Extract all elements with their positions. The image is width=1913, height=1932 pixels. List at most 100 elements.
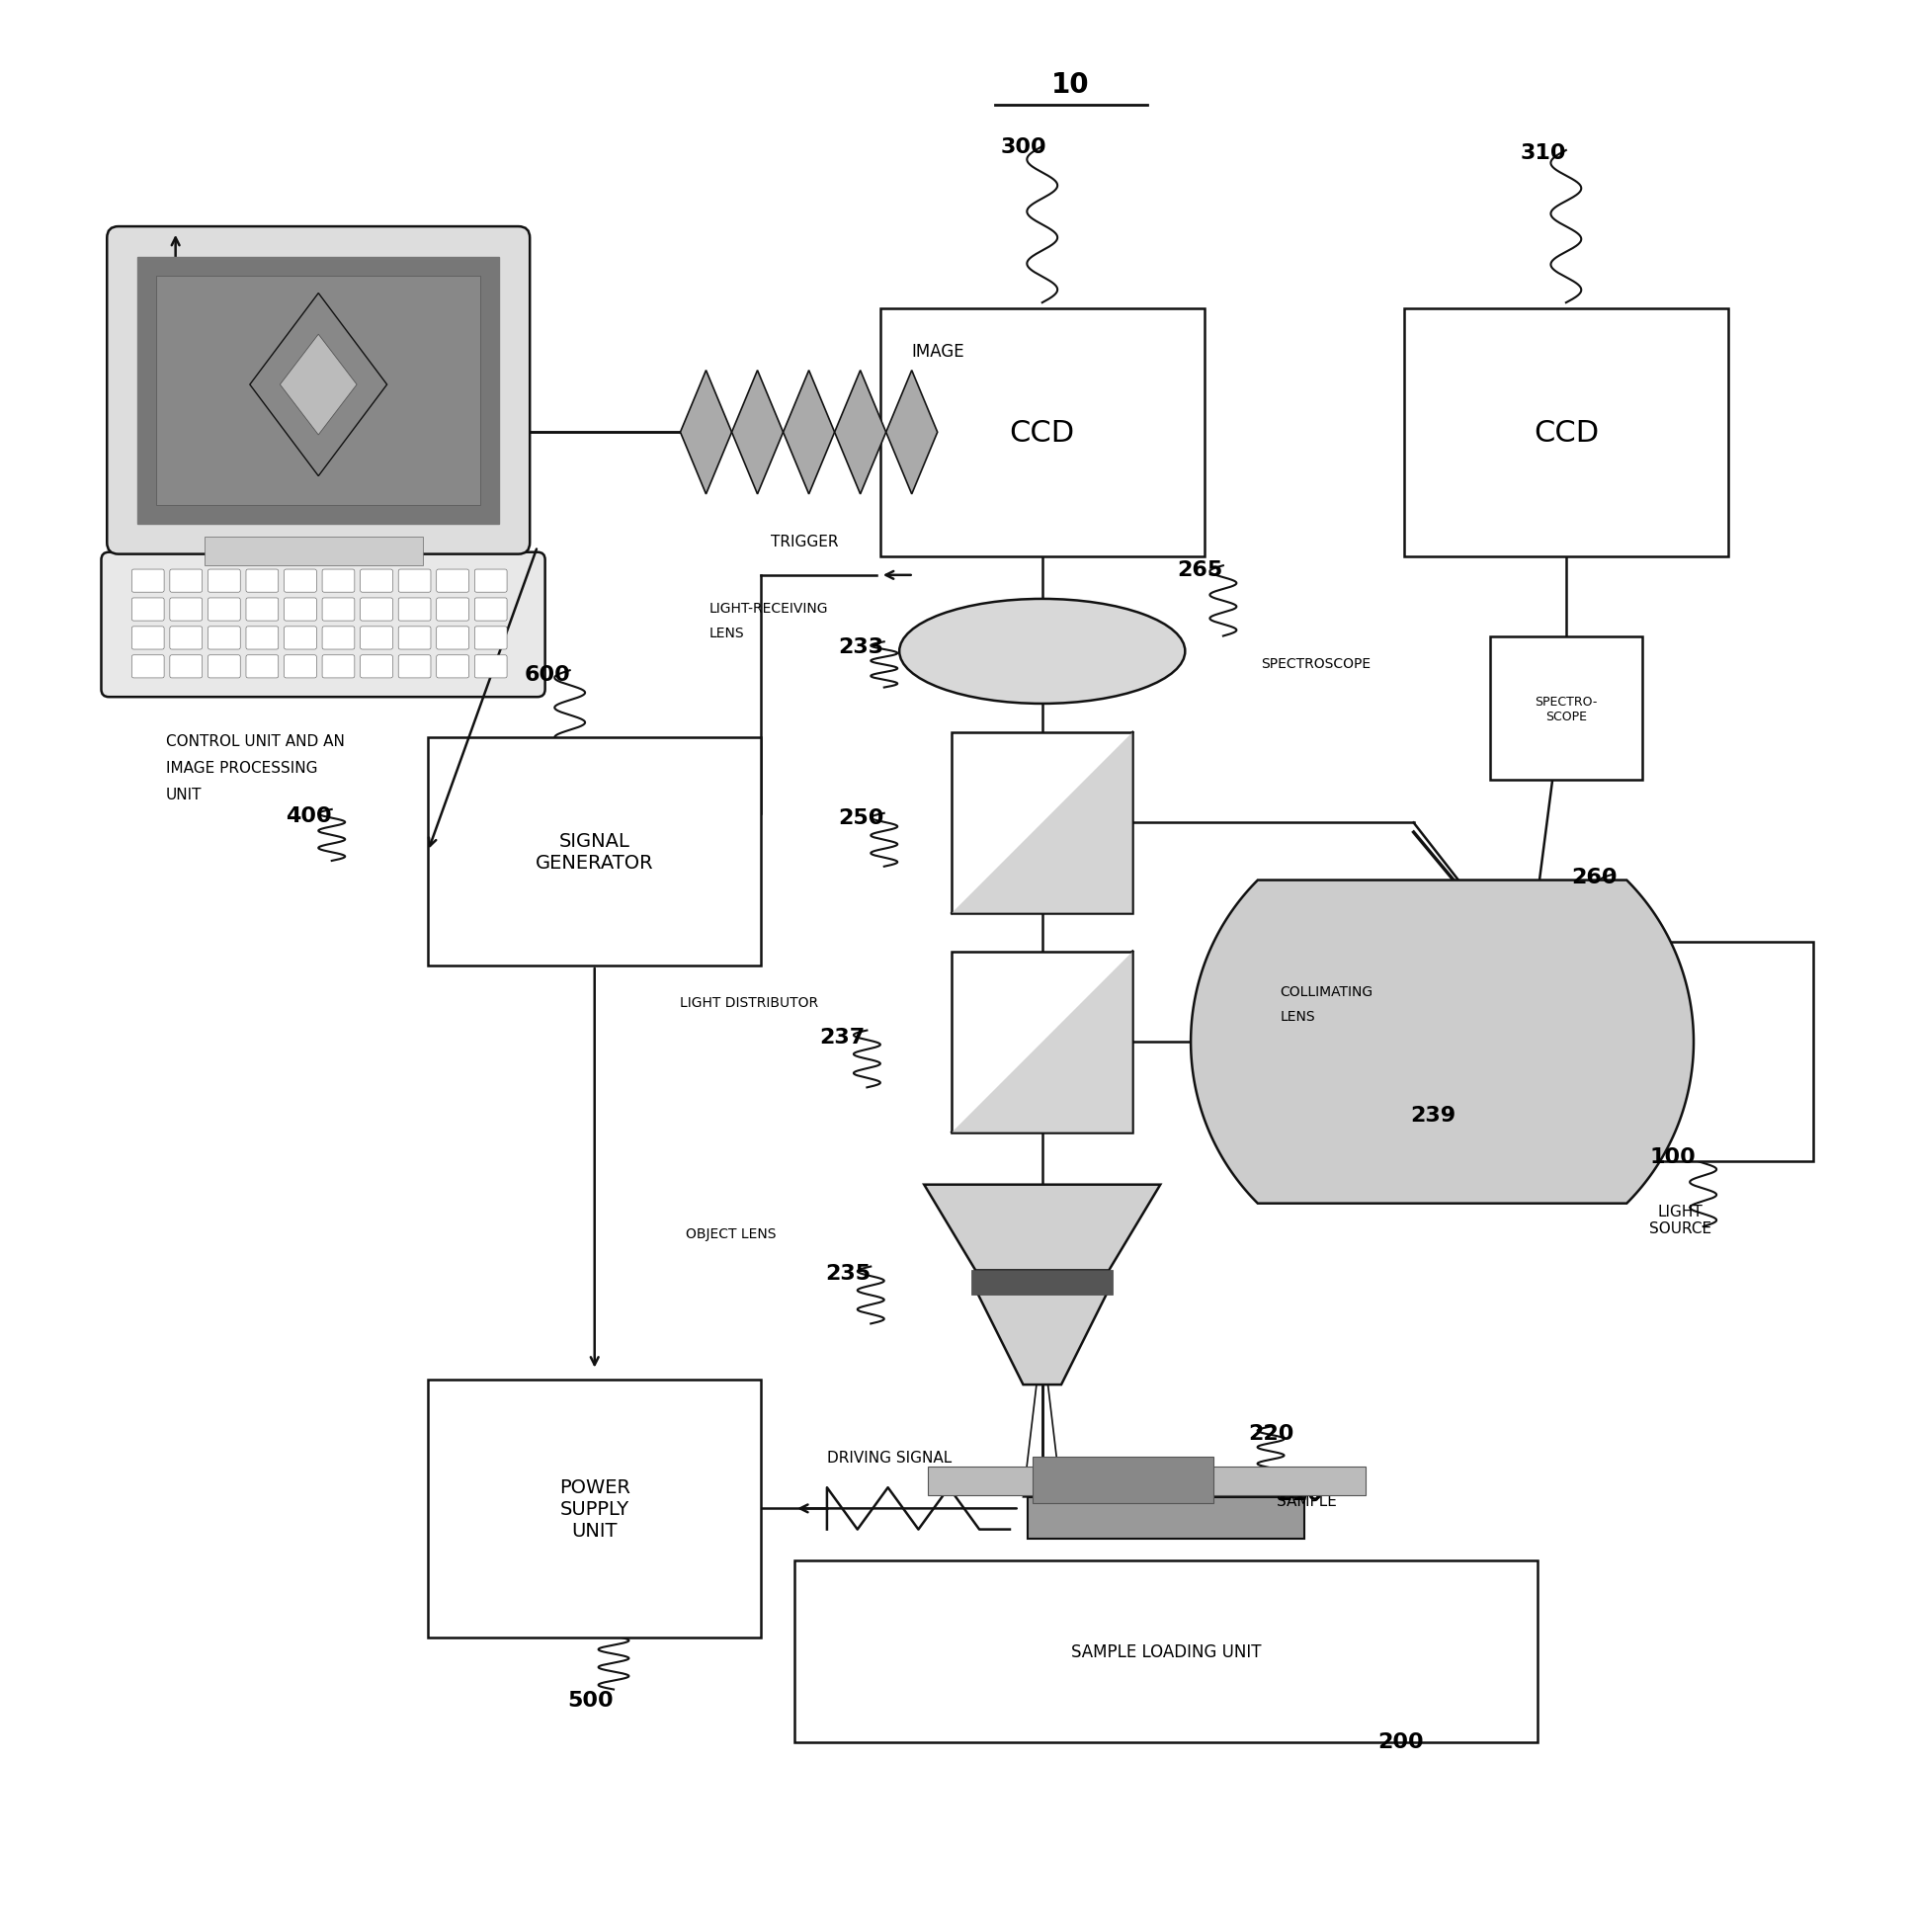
FancyBboxPatch shape [132,628,165,649]
Text: 233: 233 [838,638,884,657]
FancyBboxPatch shape [928,1466,1366,1495]
Text: LENS: LENS [1280,1009,1316,1024]
Polygon shape [733,371,782,495]
Polygon shape [886,371,937,495]
FancyBboxPatch shape [398,655,430,678]
FancyBboxPatch shape [132,570,165,593]
Polygon shape [782,371,834,495]
Text: 250: 250 [838,808,884,827]
Text: OBJECT LENS: OBJECT LENS [687,1227,777,1240]
Text: 237: 237 [819,1028,865,1047]
Text: 400: 400 [285,806,333,825]
FancyBboxPatch shape [953,952,1132,1132]
FancyBboxPatch shape [436,628,469,649]
Polygon shape [251,294,386,477]
Text: SIGNAL
GENERATOR: SIGNAL GENERATOR [536,831,654,871]
FancyBboxPatch shape [321,570,354,593]
Text: 500: 500 [568,1689,614,1710]
FancyBboxPatch shape [205,537,423,566]
FancyBboxPatch shape [285,570,316,593]
FancyBboxPatch shape [247,599,279,622]
FancyBboxPatch shape [360,628,392,649]
FancyBboxPatch shape [138,257,499,524]
FancyBboxPatch shape [321,599,354,622]
Text: LIGHT-RECEIVING: LIGHT-RECEIVING [710,603,828,616]
FancyBboxPatch shape [321,655,354,678]
Text: SPECTROSCOPE: SPECTROSCOPE [1261,657,1372,670]
FancyBboxPatch shape [170,599,203,622]
Text: 260: 260 [1572,867,1618,887]
Text: LENS: LENS [710,626,744,639]
FancyBboxPatch shape [285,655,316,678]
FancyBboxPatch shape [247,655,279,678]
Text: 600: 600 [524,665,570,686]
FancyBboxPatch shape [1490,638,1641,781]
Text: SPECTRO-
SCOPE: SPECTRO- SCOPE [1534,696,1597,723]
FancyBboxPatch shape [474,628,507,649]
Text: 310: 310 [1521,143,1567,162]
Text: CCD: CCD [1534,419,1599,446]
FancyBboxPatch shape [209,570,241,593]
FancyBboxPatch shape [360,570,392,593]
FancyBboxPatch shape [794,1561,1538,1743]
Text: 220: 220 [1247,1424,1293,1443]
Polygon shape [279,334,358,435]
FancyBboxPatch shape [436,655,469,678]
FancyBboxPatch shape [398,628,430,649]
Text: 265: 265 [1178,560,1222,580]
FancyBboxPatch shape [107,228,530,554]
FancyBboxPatch shape [1027,1497,1305,1540]
Ellipse shape [899,599,1184,703]
Text: UNIT: UNIT [166,788,203,802]
Text: LIGHT DISTRIBUTOR: LIGHT DISTRIBUTOR [681,997,819,1010]
Text: SAMPLE LOADING UNIT: SAMPLE LOADING UNIT [1071,1642,1261,1660]
FancyBboxPatch shape [436,570,469,593]
FancyBboxPatch shape [880,309,1203,556]
Polygon shape [834,371,886,495]
Text: LIGHT
SOURCE: LIGHT SOURCE [1649,1204,1712,1236]
FancyBboxPatch shape [247,570,279,593]
FancyBboxPatch shape [209,599,241,622]
FancyBboxPatch shape [398,599,430,622]
Text: 300: 300 [1000,137,1046,158]
FancyBboxPatch shape [285,599,316,622]
FancyBboxPatch shape [429,1379,761,1636]
FancyBboxPatch shape [209,628,241,649]
FancyBboxPatch shape [209,655,241,678]
Polygon shape [976,1291,1110,1385]
FancyBboxPatch shape [170,628,203,649]
FancyBboxPatch shape [170,655,203,678]
FancyBboxPatch shape [398,570,430,593]
FancyBboxPatch shape [360,655,392,678]
Text: CONTROL UNIT AND AN: CONTROL UNIT AND AN [166,734,344,750]
Text: POWER
SUPPLY
UNIT: POWER SUPPLY UNIT [559,1478,629,1540]
FancyBboxPatch shape [474,599,507,622]
Text: TRIGGER: TRIGGER [771,535,838,549]
Text: IMAGE: IMAGE [911,342,964,361]
FancyBboxPatch shape [972,1271,1113,1294]
Text: IMAGE PROCESSING: IMAGE PROCESSING [166,761,318,775]
Polygon shape [953,952,1132,1132]
Text: 100: 100 [1649,1148,1695,1167]
Polygon shape [953,732,1132,914]
FancyBboxPatch shape [1404,309,1727,556]
FancyBboxPatch shape [474,570,507,593]
FancyBboxPatch shape [953,732,1132,914]
FancyBboxPatch shape [101,553,545,697]
FancyBboxPatch shape [360,599,392,622]
Polygon shape [1190,881,1693,1204]
Text: 10: 10 [1052,71,1090,99]
FancyBboxPatch shape [247,628,279,649]
FancyBboxPatch shape [132,599,165,622]
Polygon shape [681,371,733,495]
Text: 200: 200 [1377,1731,1423,1750]
Text: 210: 210 [1276,1484,1322,1503]
FancyBboxPatch shape [436,599,469,622]
FancyBboxPatch shape [157,276,480,506]
Text: COLLIMATING: COLLIMATING [1280,985,1374,999]
Text: SAMPLE: SAMPLE [1276,1493,1337,1509]
FancyBboxPatch shape [285,628,316,649]
FancyBboxPatch shape [170,570,203,593]
Text: DRIVING SIGNAL: DRIVING SIGNAL [826,1451,953,1464]
FancyBboxPatch shape [1586,943,1814,1161]
